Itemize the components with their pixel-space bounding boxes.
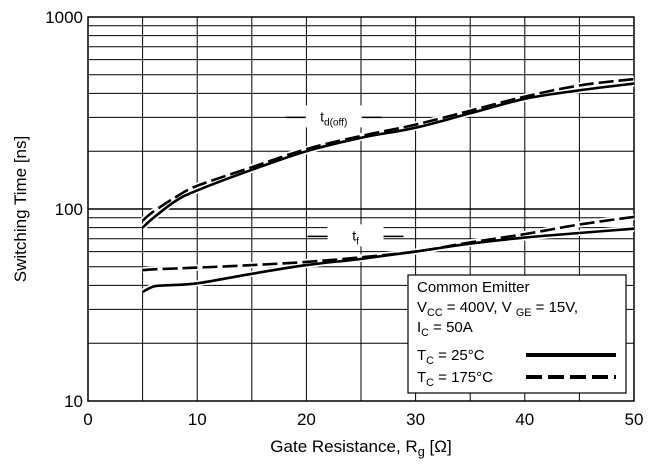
legend-condition-line: IC = 50A <box>417 319 473 339</box>
series-line-tf-dashed <box>142 215 635 272</box>
x-tick-label: 30 <box>406 410 425 429</box>
curve-labels: td(off) tf <box>285 105 404 247</box>
axis-titles: Gate Resistance, Rg [Ω] Switching Time [n… <box>11 136 452 459</box>
y-tick-label: 100 <box>55 200 83 219</box>
series-line-tf-solid <box>141 227 635 294</box>
curve-label-td-off: td(off) <box>320 108 347 128</box>
x-tick-label: 20 <box>297 410 316 429</box>
y-axis-title: Switching Time [ns] <box>11 136 30 282</box>
legend-condition-line: VCC = 400V, V GE = 15V, <box>417 299 578 319</box>
legend-entry-label: TC = 25°C <box>417 347 485 367</box>
legend-box <box>407 274 627 394</box>
curve-label-tf: tf <box>352 227 359 247</box>
y-tick-label: 1000 <box>45 8 83 27</box>
curve-label-knockout <box>327 224 384 247</box>
series-halo <box>140 80 635 230</box>
legend: Common Emitter VCC = 400V, V GE = 15V,IC … <box>407 274 627 394</box>
series-halo <box>140 76 635 223</box>
plot-frame <box>87 16 635 402</box>
curve-label-knockout <box>305 105 362 128</box>
legend-condition-line: Common Emitter <box>417 279 530 296</box>
x-tick-label: 10 <box>188 410 207 429</box>
x-tick-label: 40 <box>515 410 534 429</box>
x-axis-title: Gate Resistance, Rg [Ω] <box>270 437 451 459</box>
series-line-td-off-solid <box>141 82 635 229</box>
series-line-td-off-dashed <box>141 77 635 222</box>
x-tick-label: 50 <box>625 410 644 429</box>
legend-entry-label: TC = 175°C <box>417 369 493 389</box>
data-series <box>140 76 635 295</box>
series-halo <box>142 213 635 274</box>
x-tick-label: 0 <box>83 410 92 429</box>
y-tick-label: 10 <box>64 392 83 411</box>
